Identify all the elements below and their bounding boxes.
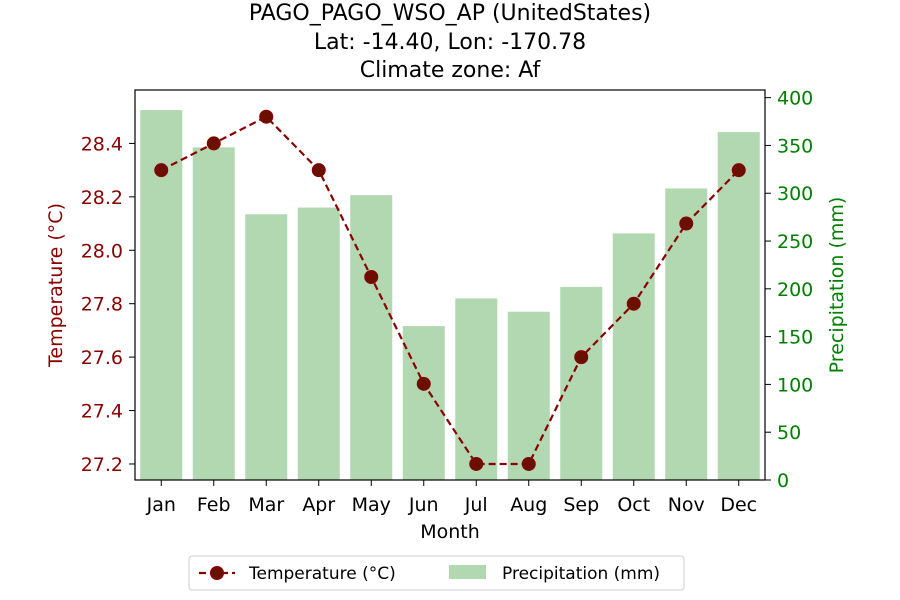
precipitation-tick-label: 100	[777, 374, 813, 396]
precipitation-bar-jun	[402, 326, 445, 480]
precipitation-bar-jul	[455, 298, 498, 480]
temperature-tick-label: 27.2	[81, 454, 123, 476]
plot-frame	[134, 89, 766, 481]
precipitation-tick-label: 150	[777, 327, 813, 349]
temperature-axis: 27.2 27.4 27.6 27.8 28.0 28.2 28.4	[81, 133, 135, 476]
temperature-tick-label: 28.0	[81, 240, 123, 262]
month-tick-label: Apr	[302, 494, 335, 516]
temperature-point-mar	[259, 109, 274, 124]
precipitation-bar-mar	[245, 214, 288, 480]
precipitation-tick-label: 200	[777, 279, 813, 301]
temperature-point-sep	[574, 350, 589, 365]
temperature-point-jan	[154, 163, 169, 178]
legend: Temperature (°C) Precipitation (mm)	[188, 555, 685, 591]
precipitation-bar-aug	[507, 311, 550, 480]
month-tick-label: May	[352, 494, 391, 516]
temperature-point-may	[364, 269, 379, 284]
month-tick-label: Nov	[668, 494, 705, 516]
title-line-1: PAGO_PAGO_WSO_AP (UnitedStates)	[249, 1, 651, 26]
precipitation-tick-label: 50	[777, 422, 801, 444]
x-axis-label: Month	[420, 521, 480, 543]
temperature-tick-label: 27.6	[81, 347, 123, 369]
precipitation-tick-label: 0	[777, 470, 789, 492]
month-tick-label: Aug	[510, 494, 547, 516]
title-line-3: Climate zone: Af	[360, 58, 542, 83]
legend-precipitation-swatch	[449, 565, 486, 579]
temperature-point-jun	[416, 376, 431, 391]
month-tick-label: Feb	[197, 494, 231, 516]
temperature-point-feb	[206, 136, 221, 151]
temperature-line	[160, 115, 740, 466]
legend-temperature-marker	[210, 566, 224, 580]
month-tick-label: Jan	[146, 494, 176, 516]
y-axis-label-left: Temperature (°C)	[45, 203, 67, 368]
temperature-point-jul	[469, 456, 484, 471]
month-tick-label: Mar	[248, 494, 284, 516]
month-tick-label: Oct	[617, 494, 650, 516]
temperature-tick-label: 27.8	[81, 294, 123, 316]
month-tick-label: Jun	[408, 494, 439, 516]
precipitation-bar-sep	[560, 286, 603, 480]
temperature-tick-label: 27.4	[81, 401, 123, 423]
month-tick-label: Jul	[464, 494, 488, 516]
precipitation-bars	[140, 110, 760, 480]
legend-box	[188, 555, 685, 591]
temperature-point-nov	[679, 216, 694, 231]
precipitation-bar-may	[350, 195, 393, 480]
title-line-2: Lat: -14.40, Lon: -170.78	[314, 30, 586, 55]
temperature-series	[154, 109, 746, 471]
precipitation-tick-label: 350	[777, 135, 813, 157]
temperature-point-oct	[626, 296, 641, 311]
y-axis-label-right: Precipitation (mm)	[826, 197, 848, 374]
temperature-tick-label: 28.4	[81, 133, 123, 155]
temperature-point-dec	[731, 163, 746, 178]
precipitation-bar-nov	[665, 188, 708, 480]
temperature-point-apr	[311, 163, 326, 178]
legend-temperature-label: Temperature (°C)	[248, 564, 396, 584]
precipitation-bar-apr	[297, 207, 340, 480]
precipitation-bar-feb	[192, 147, 235, 480]
legend-precipitation-label: Precipitation (mm)	[502, 564, 660, 584]
precipitation-bar-oct	[612, 233, 655, 480]
precipitation-tick-label: 400	[777, 88, 813, 110]
month-tick-label: Dec	[720, 494, 757, 516]
precipitation-axis: 0 50 100 150 200 250 300 350 400	[765, 88, 813, 492]
temperature-point-aug	[521, 456, 536, 471]
precipitation-bar-dec	[717, 132, 760, 480]
month-tick-label: Sep	[563, 494, 599, 516]
precipitation-tick-label: 300	[777, 183, 813, 205]
month-axis: Jan Feb Mar Apr May Jun Jul Aug Sep Oct Nov Dec	[146, 480, 757, 516]
temperature-tick-label: 28.2	[81, 187, 123, 209]
precipitation-tick-label: 250	[777, 231, 813, 253]
chart-title: PAGO_PAGO_WSO_AP (UnitedStates) Lat: -14…	[249, 1, 651, 83]
